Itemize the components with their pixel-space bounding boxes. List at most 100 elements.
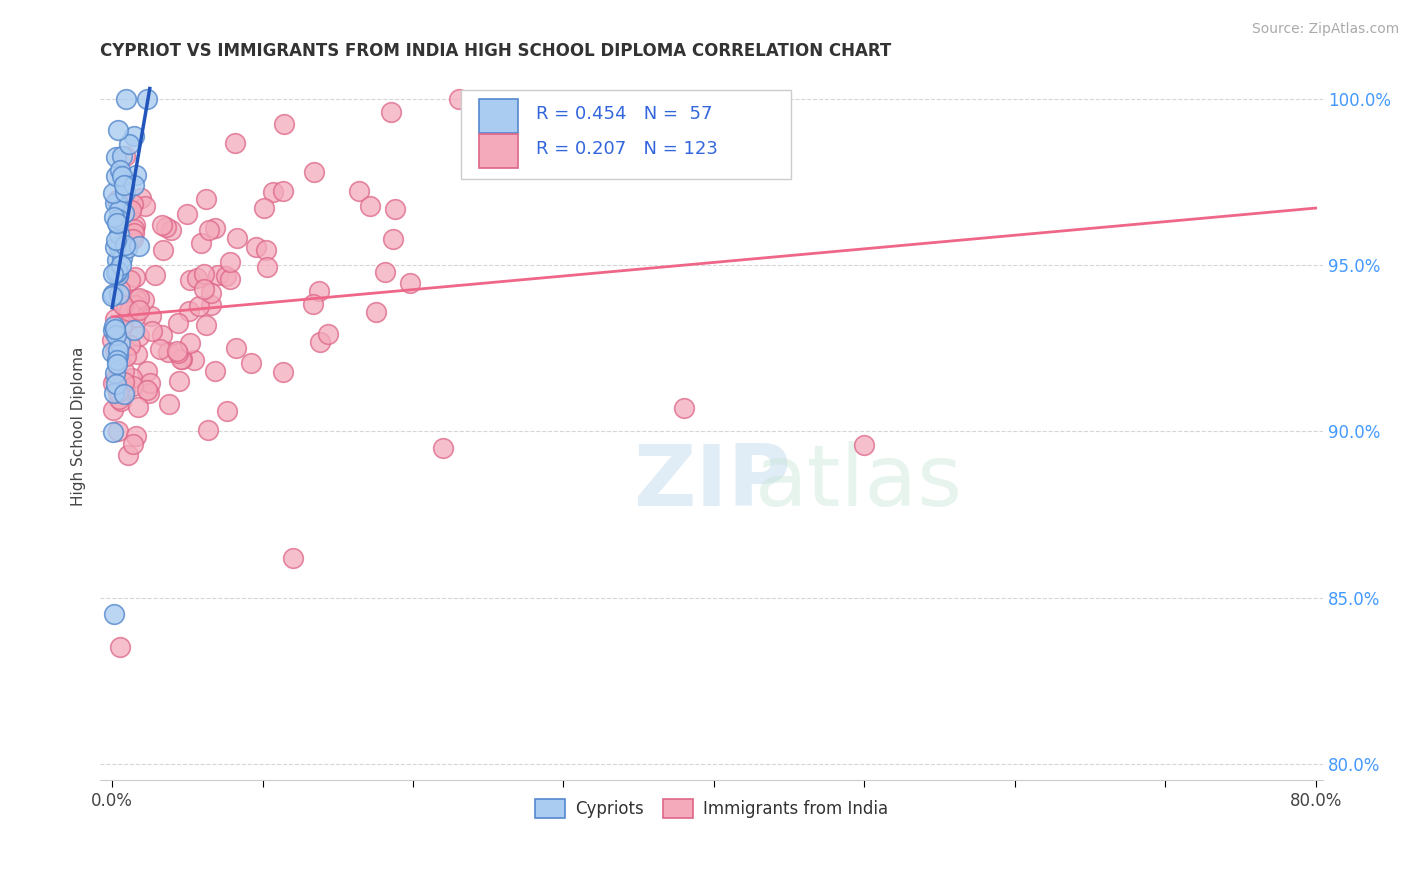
Point xyxy=(253,201,276,215)
Point xyxy=(101,376,124,390)
Point xyxy=(112,204,135,219)
Point xyxy=(449,92,471,106)
Point xyxy=(103,210,125,224)
Point xyxy=(101,402,124,417)
Point xyxy=(110,318,132,332)
Point xyxy=(672,401,695,415)
Point xyxy=(125,347,148,361)
Text: R = 0.207   N = 123: R = 0.207 N = 123 xyxy=(536,140,717,159)
Point xyxy=(124,310,146,324)
Point xyxy=(110,394,132,409)
Point xyxy=(104,366,127,380)
Point xyxy=(122,129,145,144)
Point xyxy=(176,207,198,221)
Point xyxy=(128,328,150,343)
Point xyxy=(122,437,145,451)
Point xyxy=(118,337,141,351)
Point xyxy=(122,378,145,392)
Text: Source: ZipAtlas.com: Source: ZipAtlas.com xyxy=(1251,22,1399,37)
Point xyxy=(384,202,406,217)
Point xyxy=(127,401,149,415)
FancyBboxPatch shape xyxy=(479,134,519,168)
Point xyxy=(302,297,325,311)
Point xyxy=(101,344,124,359)
Point xyxy=(112,298,135,312)
Point xyxy=(117,448,139,462)
Point xyxy=(101,287,124,301)
Point xyxy=(104,343,127,358)
Point xyxy=(273,117,295,131)
Point xyxy=(112,206,135,220)
Point xyxy=(105,377,128,392)
Point xyxy=(195,318,218,333)
Point xyxy=(124,222,146,236)
Point xyxy=(179,336,201,351)
Point xyxy=(128,291,150,305)
Point xyxy=(316,326,339,341)
Point xyxy=(122,231,145,245)
Point xyxy=(103,186,125,201)
Point xyxy=(108,227,131,241)
Point xyxy=(108,202,131,217)
Point xyxy=(225,342,247,356)
Point xyxy=(157,397,180,411)
Point xyxy=(200,285,222,300)
Point xyxy=(105,150,128,164)
Point xyxy=(143,268,166,282)
Point xyxy=(167,317,190,331)
Point xyxy=(108,286,131,301)
Text: R = 0.454   N =  57: R = 0.454 N = 57 xyxy=(536,105,711,123)
Point xyxy=(115,241,138,255)
Point xyxy=(104,266,127,280)
Point xyxy=(245,239,267,253)
Point xyxy=(111,236,134,251)
Point xyxy=(111,169,134,184)
Point xyxy=(195,192,218,206)
Point xyxy=(122,323,145,337)
FancyBboxPatch shape xyxy=(479,99,519,133)
Point xyxy=(273,365,295,379)
Point xyxy=(110,258,132,272)
Point xyxy=(193,282,215,296)
Point xyxy=(215,269,238,284)
Point xyxy=(183,352,205,367)
Point xyxy=(308,335,330,350)
Point xyxy=(166,346,188,360)
Point xyxy=(107,348,129,362)
Point xyxy=(114,301,136,315)
Point xyxy=(104,321,127,335)
Point xyxy=(138,385,160,400)
Point xyxy=(104,195,127,210)
Point xyxy=(101,425,124,439)
Point xyxy=(121,371,143,385)
Point xyxy=(114,149,136,163)
Point xyxy=(107,424,129,438)
Point xyxy=(186,270,208,285)
Point xyxy=(124,303,146,318)
Point xyxy=(135,92,157,106)
Point xyxy=(169,374,191,388)
Point xyxy=(114,92,136,106)
Point xyxy=(108,392,131,407)
Point xyxy=(155,220,177,235)
Point xyxy=(122,197,145,211)
Point xyxy=(112,178,135,193)
Point xyxy=(111,252,134,266)
Legend: Cypriots, Immigrants from India: Cypriots, Immigrants from India xyxy=(529,792,896,825)
Point xyxy=(107,268,129,283)
Text: CYPRIOT VS IMMIGRANTS FROM INDIA HIGH SCHOOL DIPLOMA CORRELATION CHART: CYPRIOT VS IMMIGRANTS FROM INDIA HIGH SC… xyxy=(100,42,891,60)
Point xyxy=(110,335,132,350)
Point xyxy=(347,184,370,198)
Point xyxy=(224,136,246,150)
Point xyxy=(103,385,125,400)
Point xyxy=(138,376,160,391)
Point xyxy=(382,232,405,246)
Point xyxy=(107,385,129,400)
Point xyxy=(254,244,277,258)
Point xyxy=(219,272,242,286)
Point xyxy=(114,185,136,199)
Point xyxy=(166,343,188,358)
Point xyxy=(197,222,219,236)
Point xyxy=(104,311,127,326)
Point xyxy=(105,252,128,267)
